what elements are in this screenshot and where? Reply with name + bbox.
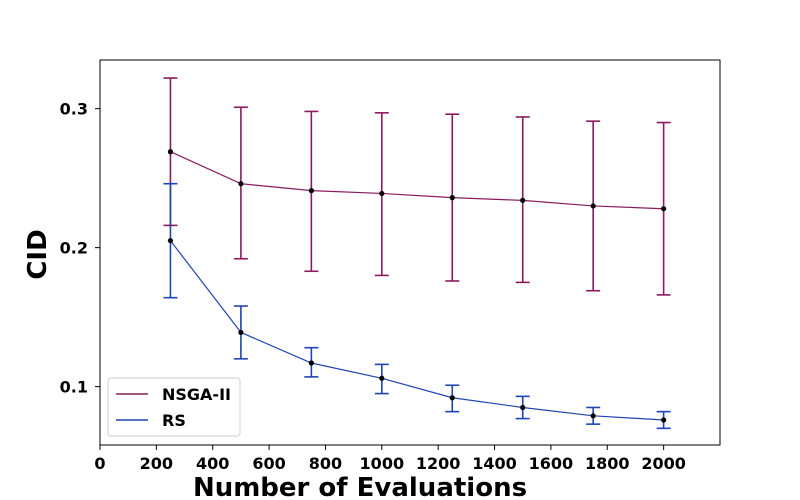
x-tick-label: 400 (196, 454, 229, 473)
plot-area (163, 77, 671, 430)
rs-data-point (661, 417, 667, 423)
legend-label-nsga-ii: NSGA-II (162, 385, 231, 404)
x-tick-label: 1600 (529, 454, 574, 473)
x-tick-label: 800 (309, 454, 342, 473)
x-tick-label: 600 (252, 454, 285, 473)
rs-data-point (520, 404, 526, 411)
nsga-ii-data-point (238, 181, 244, 187)
nsga-ii-series-line (170, 151, 664, 210)
y-tick-label: 0.3 (60, 100, 88, 119)
legend-box (107, 377, 241, 437)
nsga-ii-data-point (167, 149, 174, 155)
y-tick-label: 0.2 (60, 239, 88, 258)
y-tick-label: 0.1 (60, 378, 88, 397)
rs-data-point (379, 375, 385, 381)
x-tick-label: 2000 (641, 454, 686, 473)
x-tick-label: 1800 (585, 454, 630, 473)
legend: NSGA-II RS (107, 377, 241, 437)
y-axis-title: CID (23, 229, 53, 279)
axis-ticks: 0 200 400 600 800 1000 1200 1400 1600 1800 2000 0.1… (60, 100, 686, 473)
rs-data-point (590, 413, 596, 419)
nsga-ii-data-point (520, 197, 526, 203)
nsga-ii-data-point (661, 206, 667, 212)
nsga-ii-data-point (590, 203, 596, 209)
rs-data-point (167, 238, 174, 244)
x-axis-title: Number of Evaluations (193, 473, 527, 500)
nsga-ii-data-point (379, 190, 385, 197)
rs-data-point (308, 360, 314, 366)
x-tick-label: 0 (94, 454, 105, 473)
x-tick-label: 1200 (416, 454, 461, 473)
rs-data-point (238, 329, 244, 336)
legend-label-rs: RS (162, 411, 186, 430)
nsga-ii-data-point (308, 188, 314, 194)
x-tick-label: 1400 (472, 454, 517, 473)
plot-frame (99, 59, 721, 446)
x-tick-label: 200 (140, 454, 173, 473)
rs-data-point (449, 395, 455, 401)
x-tick-label: 1000 (360, 454, 405, 473)
nsga-ii-data-point (449, 194, 455, 201)
rs-series-line (169, 240, 664, 421)
